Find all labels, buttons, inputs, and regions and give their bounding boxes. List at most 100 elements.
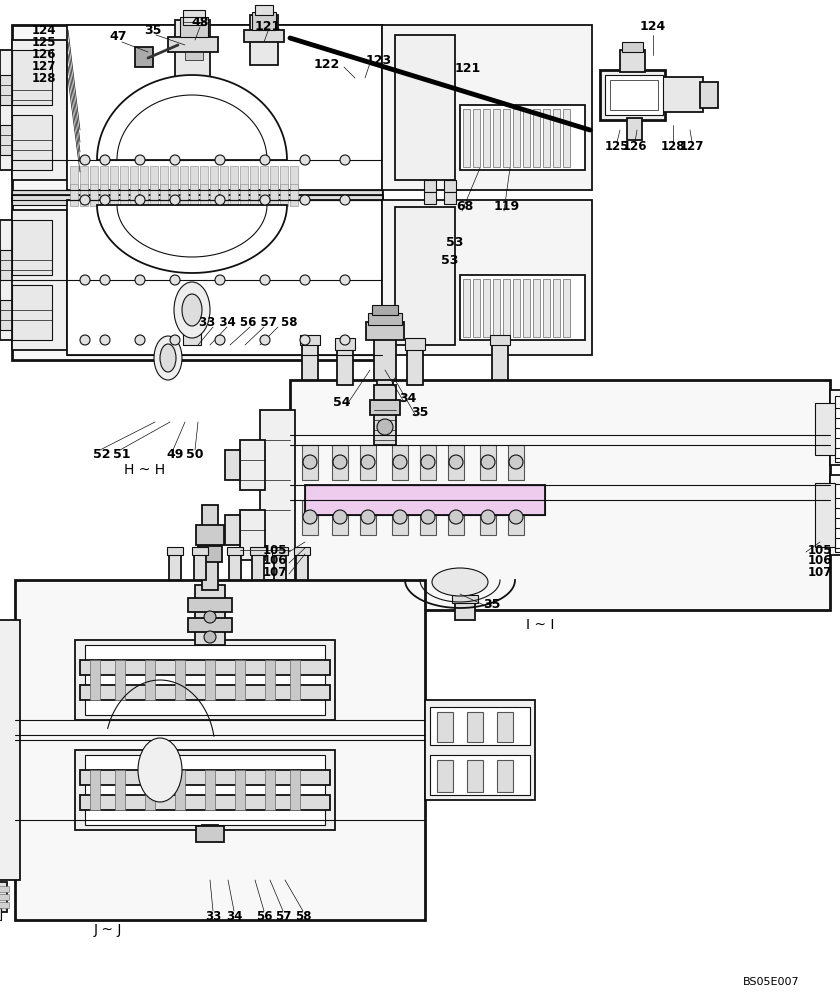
Circle shape — [361, 510, 375, 524]
Bar — [448, 500, 464, 535]
Bar — [513, 109, 520, 167]
Circle shape — [135, 155, 145, 165]
Bar — [543, 109, 550, 167]
Bar — [160, 166, 168, 188]
Circle shape — [340, 155, 350, 165]
Bar — [335, 338, 355, 350]
Bar — [183, 310, 201, 345]
Circle shape — [170, 275, 180, 285]
Bar — [135, 47, 153, 67]
Bar — [270, 166, 278, 188]
Text: J ~ J: J ~ J — [94, 923, 122, 937]
Circle shape — [421, 455, 435, 469]
Bar — [493, 109, 500, 167]
Bar — [190, 184, 198, 206]
Bar — [523, 279, 530, 337]
Bar — [374, 385, 396, 445]
Bar — [120, 184, 128, 206]
Text: 105: 105 — [263, 544, 287, 556]
Bar — [533, 109, 540, 167]
Bar — [610, 80, 658, 110]
Bar — [0, 882, 7, 912]
Circle shape — [300, 195, 310, 205]
Text: 57: 57 — [275, 910, 291, 924]
Bar — [260, 184, 268, 206]
Bar — [830, 475, 840, 555]
Text: 127: 127 — [680, 140, 704, 153]
Circle shape — [80, 335, 90, 345]
Bar — [100, 184, 108, 206]
Bar — [332, 445, 348, 480]
Bar — [170, 166, 178, 188]
Bar — [90, 184, 98, 206]
Circle shape — [333, 510, 347, 524]
Bar — [366, 322, 404, 340]
Bar — [375, 338, 395, 350]
Bar — [430, 755, 530, 795]
Bar — [175, 660, 185, 700]
Bar — [0, 886, 9, 892]
Polygon shape — [97, 205, 287, 273]
Text: 48: 48 — [192, 15, 208, 28]
Bar — [620, 50, 645, 72]
Bar — [12, 195, 382, 360]
Bar — [830, 390, 840, 465]
Bar — [382, 25, 592, 190]
Bar — [160, 184, 168, 206]
Bar — [497, 760, 513, 792]
Text: 56: 56 — [255, 910, 272, 924]
Bar — [230, 166, 238, 188]
Bar — [185, 52, 203, 60]
Ellipse shape — [138, 738, 182, 802]
Bar — [110, 184, 118, 206]
Text: 35: 35 — [412, 406, 428, 418]
Text: 53: 53 — [446, 235, 464, 248]
Text: 121: 121 — [255, 19, 281, 32]
Bar — [815, 483, 835, 547]
Bar — [202, 505, 218, 590]
Bar — [240, 184, 248, 206]
Bar — [430, 707, 530, 745]
Bar — [467, 712, 483, 742]
Bar — [244, 30, 284, 42]
Bar — [455, 600, 475, 620]
Bar — [90, 660, 100, 700]
Bar — [302, 340, 318, 380]
Bar — [563, 109, 570, 167]
Bar — [252, 12, 276, 30]
Bar — [175, 770, 185, 810]
Bar — [12, 40, 67, 180]
Bar — [444, 180, 456, 192]
Bar — [85, 755, 325, 825]
Bar — [448, 445, 464, 480]
Bar — [115, 660, 125, 700]
Bar — [180, 184, 188, 206]
Bar — [175, 20, 210, 80]
Bar — [392, 445, 408, 480]
Bar — [270, 184, 278, 206]
Bar — [150, 166, 158, 188]
Bar — [305, 485, 545, 515]
Bar — [503, 279, 510, 337]
Bar — [835, 396, 840, 462]
Bar — [492, 340, 508, 380]
Circle shape — [204, 611, 216, 623]
Text: 51: 51 — [113, 448, 131, 462]
Bar — [420, 500, 436, 535]
Text: 49: 49 — [166, 448, 184, 462]
Circle shape — [481, 455, 495, 469]
Circle shape — [509, 510, 523, 524]
Bar — [700, 82, 718, 108]
Bar — [260, 166, 268, 188]
Bar — [290, 380, 830, 610]
Circle shape — [260, 275, 270, 285]
Bar — [80, 660, 330, 675]
Bar — [202, 825, 218, 840]
Bar — [210, 166, 218, 188]
Text: 33 34 56 57 58: 33 34 56 57 58 — [199, 316, 297, 328]
Bar — [490, 335, 510, 345]
Bar — [130, 166, 138, 188]
Bar — [250, 547, 266, 555]
Bar — [70, 184, 78, 206]
Bar — [230, 184, 238, 206]
